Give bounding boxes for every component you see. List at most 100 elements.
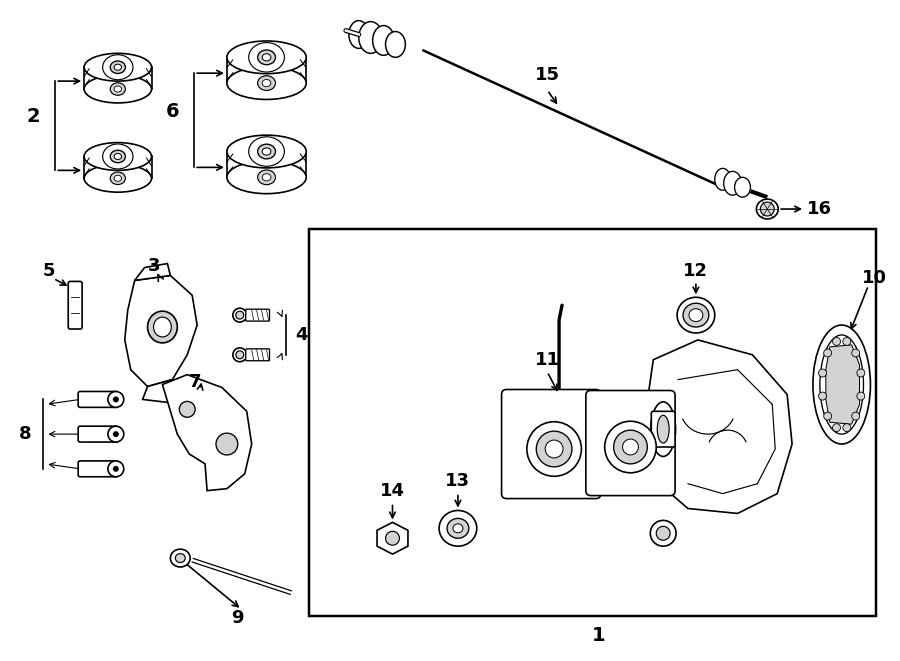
FancyBboxPatch shape (501, 389, 600, 498)
Ellipse shape (734, 177, 751, 197)
Ellipse shape (605, 421, 656, 473)
Ellipse shape (233, 308, 247, 322)
FancyBboxPatch shape (652, 411, 675, 447)
Ellipse shape (439, 510, 477, 546)
Ellipse shape (677, 297, 715, 333)
Polygon shape (135, 264, 170, 280)
Circle shape (819, 369, 826, 377)
Text: 5: 5 (42, 262, 55, 280)
Ellipse shape (84, 165, 151, 192)
Ellipse shape (114, 86, 122, 92)
Ellipse shape (689, 309, 703, 321)
Ellipse shape (114, 153, 122, 159)
Ellipse shape (227, 67, 306, 99)
Circle shape (842, 338, 850, 346)
Ellipse shape (176, 554, 185, 563)
Text: 8: 8 (19, 425, 32, 443)
Ellipse shape (651, 402, 676, 457)
Polygon shape (826, 345, 860, 424)
Text: 15: 15 (535, 66, 560, 84)
Circle shape (112, 431, 119, 437)
Ellipse shape (110, 172, 125, 184)
Circle shape (385, 531, 400, 545)
Ellipse shape (262, 79, 271, 87)
Text: 12: 12 (683, 262, 708, 280)
Text: 6: 6 (166, 102, 179, 122)
Circle shape (108, 461, 124, 477)
Ellipse shape (262, 54, 271, 61)
Polygon shape (162, 375, 252, 490)
Text: 4: 4 (295, 326, 308, 344)
Ellipse shape (545, 440, 563, 458)
Ellipse shape (453, 524, 463, 533)
Ellipse shape (526, 422, 581, 477)
Polygon shape (377, 522, 408, 554)
Circle shape (832, 338, 841, 346)
Ellipse shape (110, 83, 125, 95)
Circle shape (108, 391, 124, 407)
Ellipse shape (257, 170, 275, 184)
Text: 9: 9 (231, 609, 244, 627)
Ellipse shape (216, 433, 238, 455)
Ellipse shape (257, 50, 275, 65)
Ellipse shape (114, 64, 122, 70)
Circle shape (832, 424, 841, 432)
Circle shape (842, 424, 850, 432)
Ellipse shape (756, 199, 778, 219)
Circle shape (857, 392, 865, 400)
Text: 13: 13 (446, 472, 471, 490)
Text: 7: 7 (189, 373, 202, 391)
FancyBboxPatch shape (78, 391, 118, 407)
Circle shape (857, 369, 865, 377)
FancyBboxPatch shape (78, 426, 118, 442)
Ellipse shape (262, 148, 271, 155)
Ellipse shape (657, 415, 669, 443)
Text: 3: 3 (148, 256, 161, 274)
Ellipse shape (236, 311, 244, 319)
Circle shape (112, 397, 119, 403)
Circle shape (851, 412, 860, 420)
Ellipse shape (233, 348, 247, 362)
Ellipse shape (813, 325, 870, 444)
Ellipse shape (110, 61, 125, 73)
FancyBboxPatch shape (78, 461, 118, 477)
FancyBboxPatch shape (246, 309, 269, 321)
Ellipse shape (148, 311, 177, 343)
Ellipse shape (170, 549, 190, 567)
Text: 10: 10 (861, 270, 886, 288)
Ellipse shape (84, 143, 151, 171)
Ellipse shape (683, 303, 709, 327)
Ellipse shape (179, 401, 195, 417)
Ellipse shape (359, 22, 382, 54)
Circle shape (760, 202, 774, 216)
Circle shape (851, 349, 860, 357)
Ellipse shape (227, 161, 306, 194)
Text: 14: 14 (380, 482, 405, 500)
Ellipse shape (724, 171, 742, 195)
Ellipse shape (110, 150, 125, 163)
Polygon shape (644, 340, 792, 514)
Text: 2: 2 (27, 107, 40, 126)
Circle shape (824, 349, 832, 357)
Ellipse shape (257, 76, 275, 91)
Ellipse shape (623, 439, 638, 455)
FancyBboxPatch shape (586, 391, 675, 496)
Bar (310, 229, 877, 615)
Ellipse shape (536, 431, 572, 467)
Circle shape (824, 412, 832, 420)
Ellipse shape (262, 174, 271, 181)
Ellipse shape (447, 518, 469, 538)
FancyBboxPatch shape (68, 282, 82, 329)
Ellipse shape (349, 20, 369, 48)
Text: 1: 1 (592, 626, 606, 645)
Ellipse shape (257, 144, 275, 159)
Ellipse shape (227, 41, 306, 73)
Ellipse shape (154, 317, 171, 337)
Ellipse shape (114, 175, 122, 181)
Text: 11: 11 (535, 351, 560, 369)
Polygon shape (142, 379, 173, 403)
Text: 16: 16 (807, 200, 832, 218)
Circle shape (112, 466, 119, 472)
Ellipse shape (227, 135, 306, 168)
Ellipse shape (84, 54, 151, 81)
